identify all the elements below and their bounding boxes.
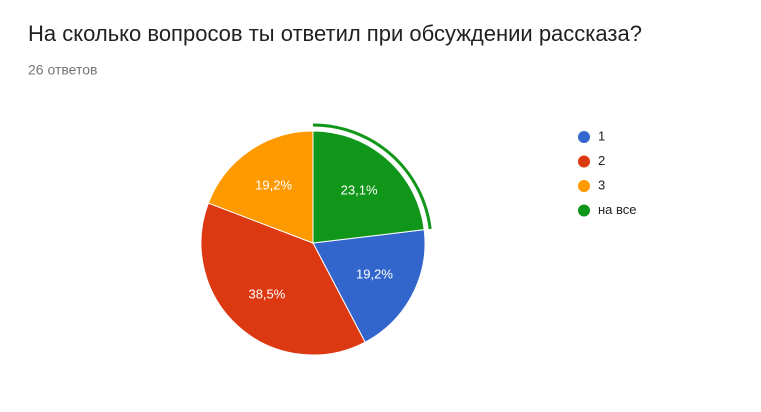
legend-marker [578,204,590,217]
legend-label: 1 [598,128,605,143]
slice-highlight [312,123,432,230]
value-label: 38,5% [248,286,285,301]
legend-label: 3 [598,177,605,192]
chart-title: На сколько вопросов ты ответил при обсуж… [28,21,642,46]
legend-marker [578,131,590,143]
value-label: 23,1% [341,182,378,197]
pie-slice [312,130,425,244]
pie-slice [200,202,366,356]
legend-marker [578,155,590,168]
pie-slice [312,229,426,343]
legend-label: 2 [598,153,605,168]
value-label: 19,2% [356,267,393,282]
pie-slice [207,130,314,244]
legend-label: на все [598,202,637,217]
legend-marker [578,180,590,192]
chart-subtitle: 26 ответов [28,62,97,78]
value-label: 19,2% [255,177,292,192]
